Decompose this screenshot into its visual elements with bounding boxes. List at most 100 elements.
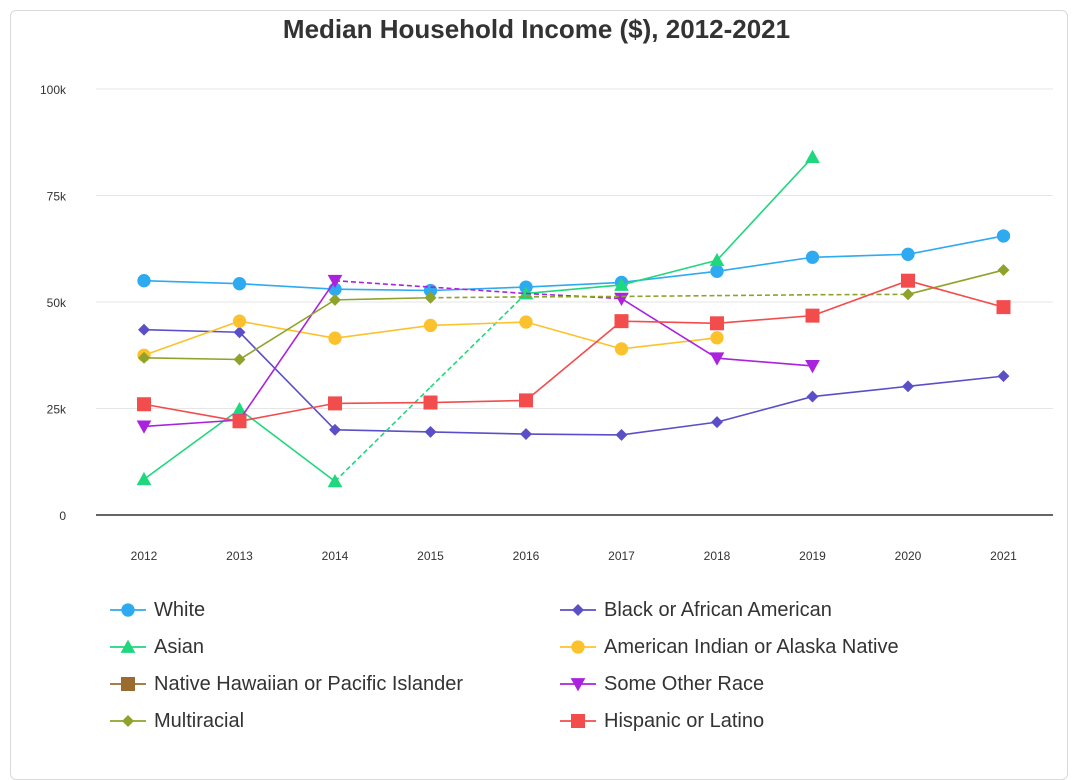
legend-swatch-icon	[560, 600, 596, 620]
legend-item[interactable]: White	[110, 596, 205, 624]
legend-swatch-icon	[560, 637, 596, 657]
data-point	[998, 264, 1010, 276]
series-white	[137, 229, 1010, 297]
data-point	[137, 274, 150, 287]
data-point	[998, 370, 1010, 382]
series-line-segment	[717, 316, 813, 324]
series-line-segment	[144, 409, 240, 479]
legend-swatch-icon	[110, 674, 146, 694]
series-line-segment	[717, 257, 813, 271]
series-line-segment	[335, 289, 431, 290]
legend-swatch-icon	[110, 711, 146, 731]
series-line-segment	[717, 397, 813, 423]
legend-swatch-marker	[121, 677, 135, 691]
data-point	[902, 380, 914, 392]
data-point	[711, 416, 723, 428]
legend-swatch-icon	[110, 637, 146, 657]
series-line-segment	[240, 403, 336, 421]
legend-swatch-marker	[571, 714, 585, 728]
legend-item[interactable]: Native Hawaiian or Pacific Islander	[110, 670, 463, 698]
series-hispanic-or-latino	[137, 274, 1011, 429]
data-point	[902, 288, 914, 300]
y-tick-label: 0	[59, 509, 66, 523]
series-line-segment	[622, 321, 718, 323]
series-line-segment	[144, 420, 240, 426]
y-tick-label: 50k	[47, 296, 67, 310]
series-line-segment	[431, 322, 527, 325]
legend-item[interactable]: Some Other Race	[560, 670, 764, 698]
series-line-segment	[622, 299, 718, 359]
data-point	[424, 396, 438, 410]
series-line-segment	[622, 422, 718, 435]
series-line-segment	[144, 330, 240, 333]
series-line-segment	[908, 270, 1004, 294]
legend-item[interactable]: American Indian or Alaska Native	[560, 633, 899, 661]
series-line-segment	[335, 298, 431, 300]
data-point	[328, 332, 341, 345]
data-point	[519, 315, 532, 328]
legend-item[interactable]: Multiracial	[110, 707, 244, 735]
data-point	[137, 397, 151, 411]
x-tick-label: 2020	[895, 549, 922, 563]
series-multiracial	[138, 264, 1009, 365]
legend-item[interactable]: Black or African American	[560, 596, 832, 624]
series-line-segment	[335, 387, 431, 481]
data-point	[710, 331, 723, 344]
series-line-segment	[622, 296, 718, 297]
data-point	[997, 229, 1010, 242]
legend-swatch-marker	[571, 640, 584, 653]
legend-item[interactable]: Asian	[110, 633, 204, 661]
legend-swatch-icon	[560, 674, 596, 694]
data-point	[901, 248, 914, 261]
data-point	[901, 274, 915, 288]
series-line-segment	[240, 332, 336, 430]
data-point	[137, 472, 152, 485]
legend-item[interactable]: Hispanic or Latino	[560, 707, 764, 735]
data-point	[520, 428, 532, 440]
data-point	[233, 277, 246, 290]
series-line-segment	[813, 281, 909, 316]
series-line-segment	[431, 297, 527, 298]
series-line-segment	[431, 432, 527, 434]
series-line-segment	[526, 321, 622, 400]
series-line-segment	[335, 325, 431, 338]
data-point	[710, 316, 724, 330]
data-point	[233, 315, 246, 328]
series-line-segment	[526, 322, 622, 349]
data-point	[615, 314, 629, 328]
data-point	[806, 309, 820, 323]
series-line-segment	[144, 281, 240, 284]
data-point	[614, 293, 629, 306]
legend-swatch-marker	[121, 603, 134, 616]
legend-swatch-marker	[572, 604, 584, 616]
data-point	[519, 393, 533, 407]
series-line-segment	[240, 284, 336, 290]
legend-label: American Indian or Alaska Native	[604, 636, 899, 659]
series-line-segment	[144, 358, 240, 360]
data-point	[710, 265, 723, 278]
data-point	[807, 391, 819, 403]
series-line-segment	[717, 157, 813, 260]
data-point	[805, 150, 820, 163]
data-point	[616, 429, 628, 441]
data-point	[425, 426, 437, 438]
series-line-segment	[908, 236, 1004, 254]
series-line-segment	[335, 430, 431, 432]
series-line-segment	[526, 434, 622, 435]
x-tick-label: 2018	[704, 549, 731, 563]
series-line-segment	[908, 376, 1004, 386]
data-point	[138, 324, 150, 336]
legend-label: Asian	[154, 636, 204, 659]
x-tick-label: 2021	[990, 549, 1017, 563]
legend-label: Hispanic or Latino	[604, 710, 764, 733]
series-line-segment	[717, 358, 813, 366]
legend-label: Multiracial	[154, 710, 244, 733]
legend-swatch-icon	[560, 711, 596, 731]
series-line-segment	[813, 254, 909, 257]
x-tick-label: 2014	[322, 549, 349, 563]
series-layer	[137, 150, 1011, 487]
series-line-segment	[144, 404, 240, 421]
y-tick-label: 100k	[40, 83, 67, 97]
